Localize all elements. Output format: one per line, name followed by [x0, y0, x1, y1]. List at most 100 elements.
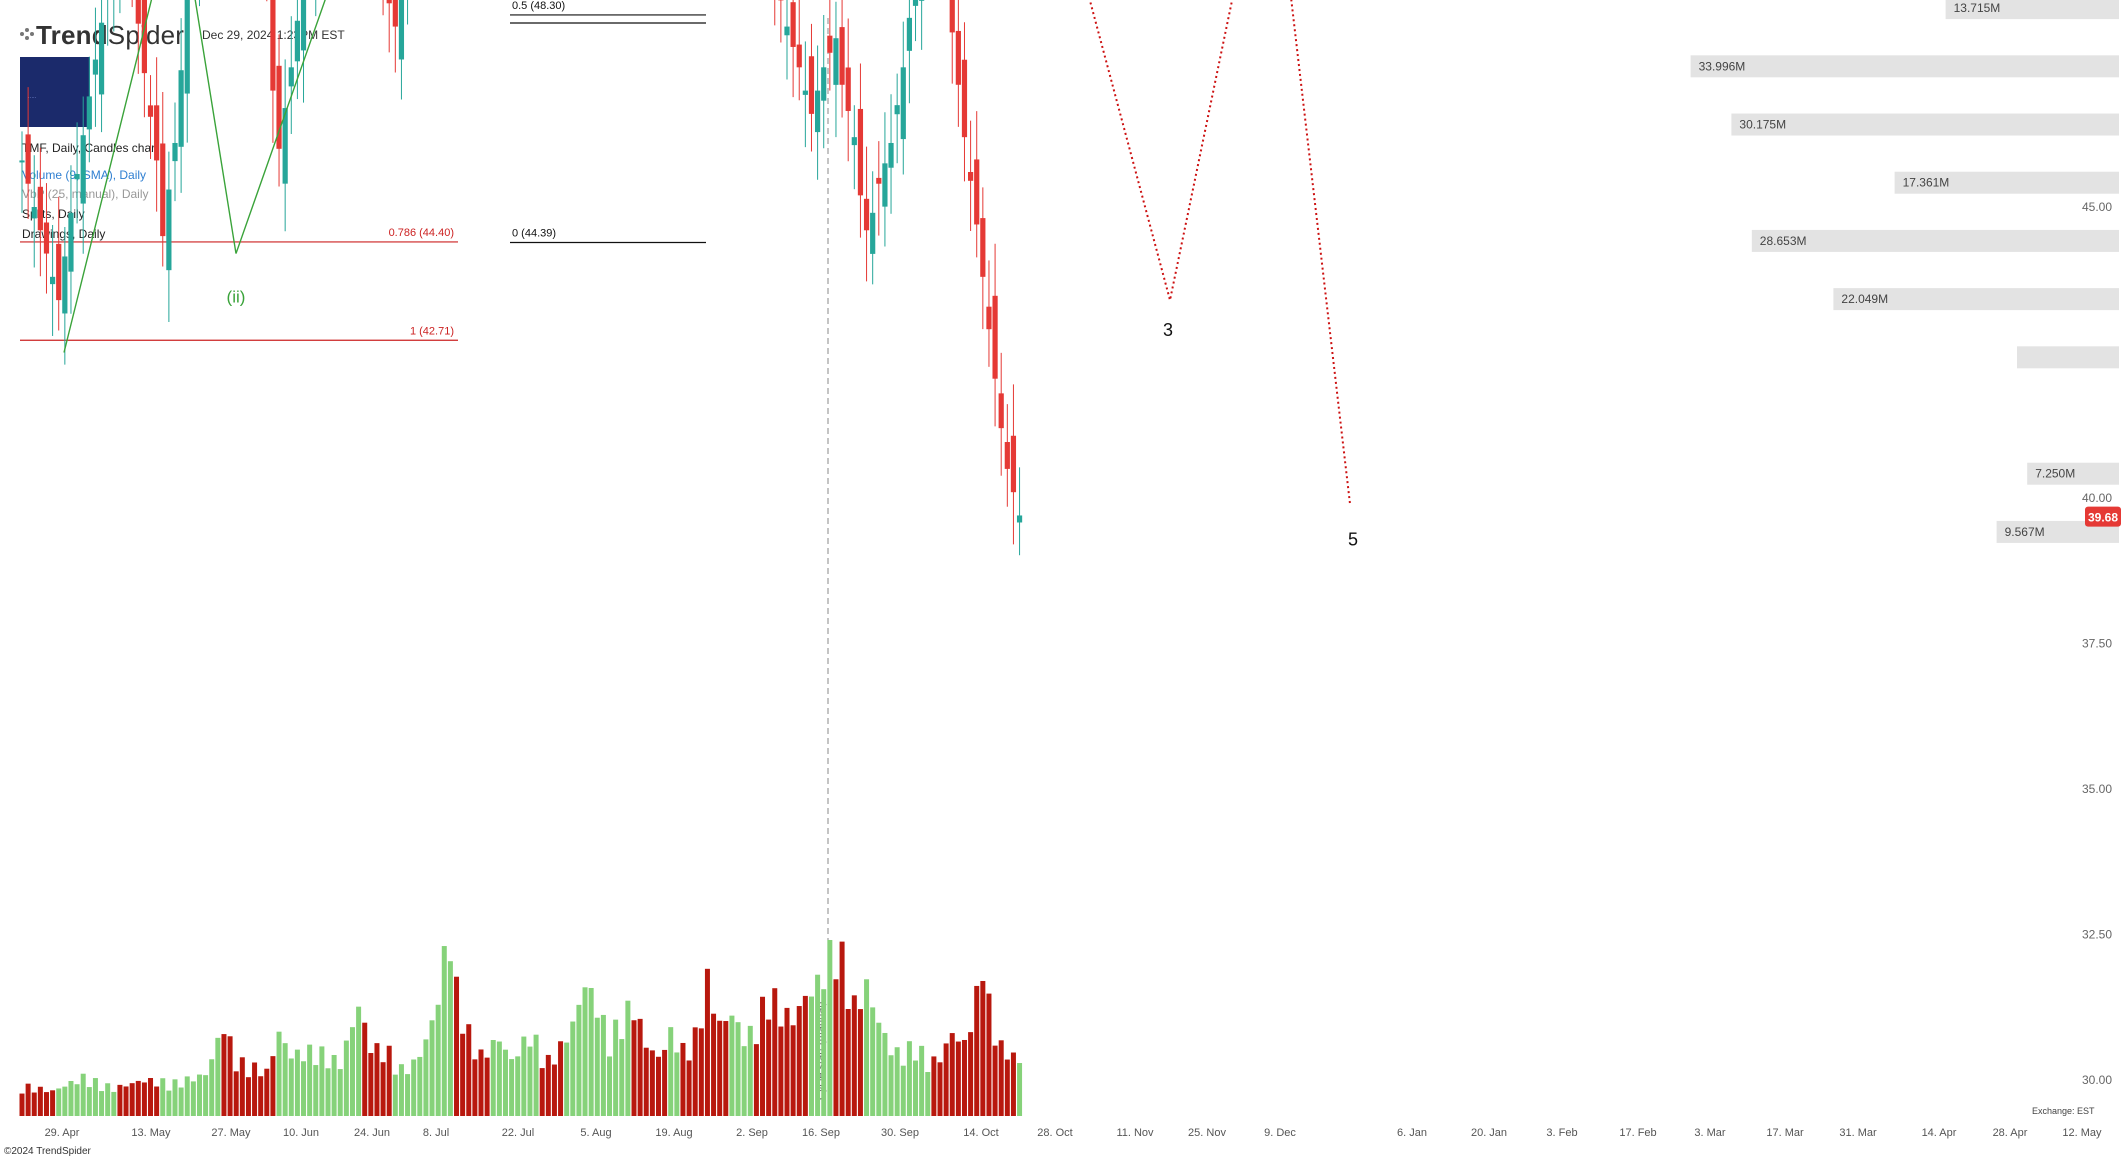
volume-bar	[894, 1047, 900, 1116]
volume-bar	[429, 1020, 435, 1116]
x-tick-label: 10. Jun	[283, 1127, 319, 1139]
x-tick-label: 27. May	[211, 1127, 251, 1139]
candle-body[interactable]	[398, 0, 405, 60]
candle-body[interactable]	[882, 163, 888, 207]
candle-body[interactable]	[949, 0, 955, 33]
x-tick-label: 19. Aug	[655, 1127, 692, 1139]
candle-body[interactable]	[851, 137, 857, 146]
candle-body[interactable]	[808, 56, 815, 114]
candle-body[interactable]	[992, 295, 998, 379]
candle-body[interactable]	[386, 0, 392, 4]
candle-body[interactable]	[154, 105, 160, 161]
candle-body[interactable]	[1004, 442, 1010, 469]
candle-body[interactable]	[392, 0, 398, 27]
y-tick-label: 45.00	[2082, 200, 2112, 214]
candle-body[interactable]	[166, 189, 172, 271]
candle-body[interactable]	[870, 212, 876, 254]
volume-bar	[374, 1043, 380, 1116]
volume-bar	[545, 1054, 551, 1116]
candle-body[interactable]	[147, 105, 154, 117]
candle-body[interactable]	[955, 30, 961, 85]
candle-body[interactable]	[43, 222, 50, 254]
volume-bar	[252, 1062, 258, 1116]
candle-body[interactable]	[790, 2, 796, 47]
candle-body[interactable]	[974, 159, 980, 225]
candle-body[interactable]	[845, 67, 851, 111]
candle-body[interactable]	[888, 142, 894, 168]
candle-body[interactable]	[919, 0, 925, 1]
candle-body[interactable]	[294, 20, 300, 62]
candle-body[interactable]	[50, 276, 56, 285]
candle-body[interactable]	[1016, 515, 1023, 523]
candle-body[interactable]	[56, 243, 62, 301]
candle-body[interactable]	[300, 0, 307, 51]
candle-body[interactable]	[25, 134, 31, 184]
volume-bar	[802, 995, 808, 1116]
volume-bar	[405, 1074, 411, 1116]
candle-body[interactable]	[833, 38, 839, 85]
candle-body[interactable]	[141, 0, 147, 74]
candle-body[interactable]	[863, 198, 870, 231]
candle-body[interactable]	[74, 174, 80, 180]
candle-body[interactable]	[1010, 435, 1017, 493]
last-price-badge	[2085, 506, 2121, 527]
volume-bar	[166, 1090, 172, 1116]
candle-body[interactable]	[98, 22, 105, 95]
volume-bar	[668, 1027, 674, 1116]
candle-body[interactable]	[80, 135, 86, 204]
volume-bar	[582, 987, 588, 1116]
candle-body[interactable]	[857, 108, 864, 196]
candle-body[interactable]	[784, 26, 790, 36]
candle-body[interactable]	[980, 218, 986, 277]
volume-bar	[239, 1057, 245, 1116]
candle-body[interactable]	[282, 108, 288, 184]
legend-symbol-title[interactable]: TMF, Daily, Candles chart	[22, 141, 159, 155]
candle-body[interactable]	[135, 0, 141, 24]
legend-drawings[interactable]: Drawings, Daily	[22, 227, 106, 241]
candle-body[interactable]	[986, 306, 992, 330]
candle-body[interactable]	[270, 0, 276, 91]
candle-body[interactable]	[92, 59, 99, 75]
volume-bar	[86, 1087, 92, 1116]
volume-bar	[282, 1043, 288, 1116]
candle-body[interactable]	[288, 67, 294, 87]
volume-bar	[62, 1086, 68, 1116]
candle-body[interactable]	[839, 27, 845, 85]
candle-body[interactable]	[912, 0, 919, 6]
vbp-bar	[1945, 0, 2119, 20]
candle-body[interactable]	[178, 70, 184, 147]
x-tick-label: 11. Nov	[1116, 1127, 1154, 1139]
candle-body[interactable]	[968, 171, 974, 181]
impulse-up-waveline[interactable]	[63, 0, 830, 353]
candle-body[interactable]	[68, 212, 74, 272]
candle-body[interactable]	[172, 142, 178, 162]
candle-body[interactable]	[31, 207, 37, 219]
candle-body[interactable]	[62, 256, 68, 314]
candle-body[interactable]	[961, 59, 968, 138]
candle-body[interactable]	[19, 160, 25, 163]
candle-body[interactable]	[894, 105, 900, 115]
volume-bar	[729, 1015, 735, 1116]
candle-body[interactable]	[184, 0, 190, 94]
candle-body[interactable]	[876, 177, 882, 184]
candle-body[interactable]	[900, 67, 906, 140]
candle-body[interactable]	[796, 44, 802, 68]
impulse-down-waveline[interactable]	[848, 0, 1351, 504]
candle-body[interactable]	[86, 96, 92, 130]
candle-body[interactable]	[821, 67, 827, 101]
candle-body[interactable]	[160, 143, 166, 237]
volume-bar	[411, 1059, 417, 1116]
candle-body[interactable]	[802, 90, 808, 95]
candle-body[interactable]	[827, 35, 833, 53]
candle-body[interactable]	[815, 90, 821, 133]
candle-body[interactable]	[998, 393, 1004, 429]
candle-body[interactable]	[906, 17, 912, 51]
volume-bar	[607, 1056, 613, 1116]
candle-body[interactable]	[276, 65, 282, 149]
volume-bar	[160, 1078, 166, 1116]
volume-bar	[539, 1068, 545, 1116]
volume-bar	[227, 1036, 233, 1116]
candle-body[interactable]	[37, 186, 43, 231]
volume-bar	[808, 996, 814, 1116]
